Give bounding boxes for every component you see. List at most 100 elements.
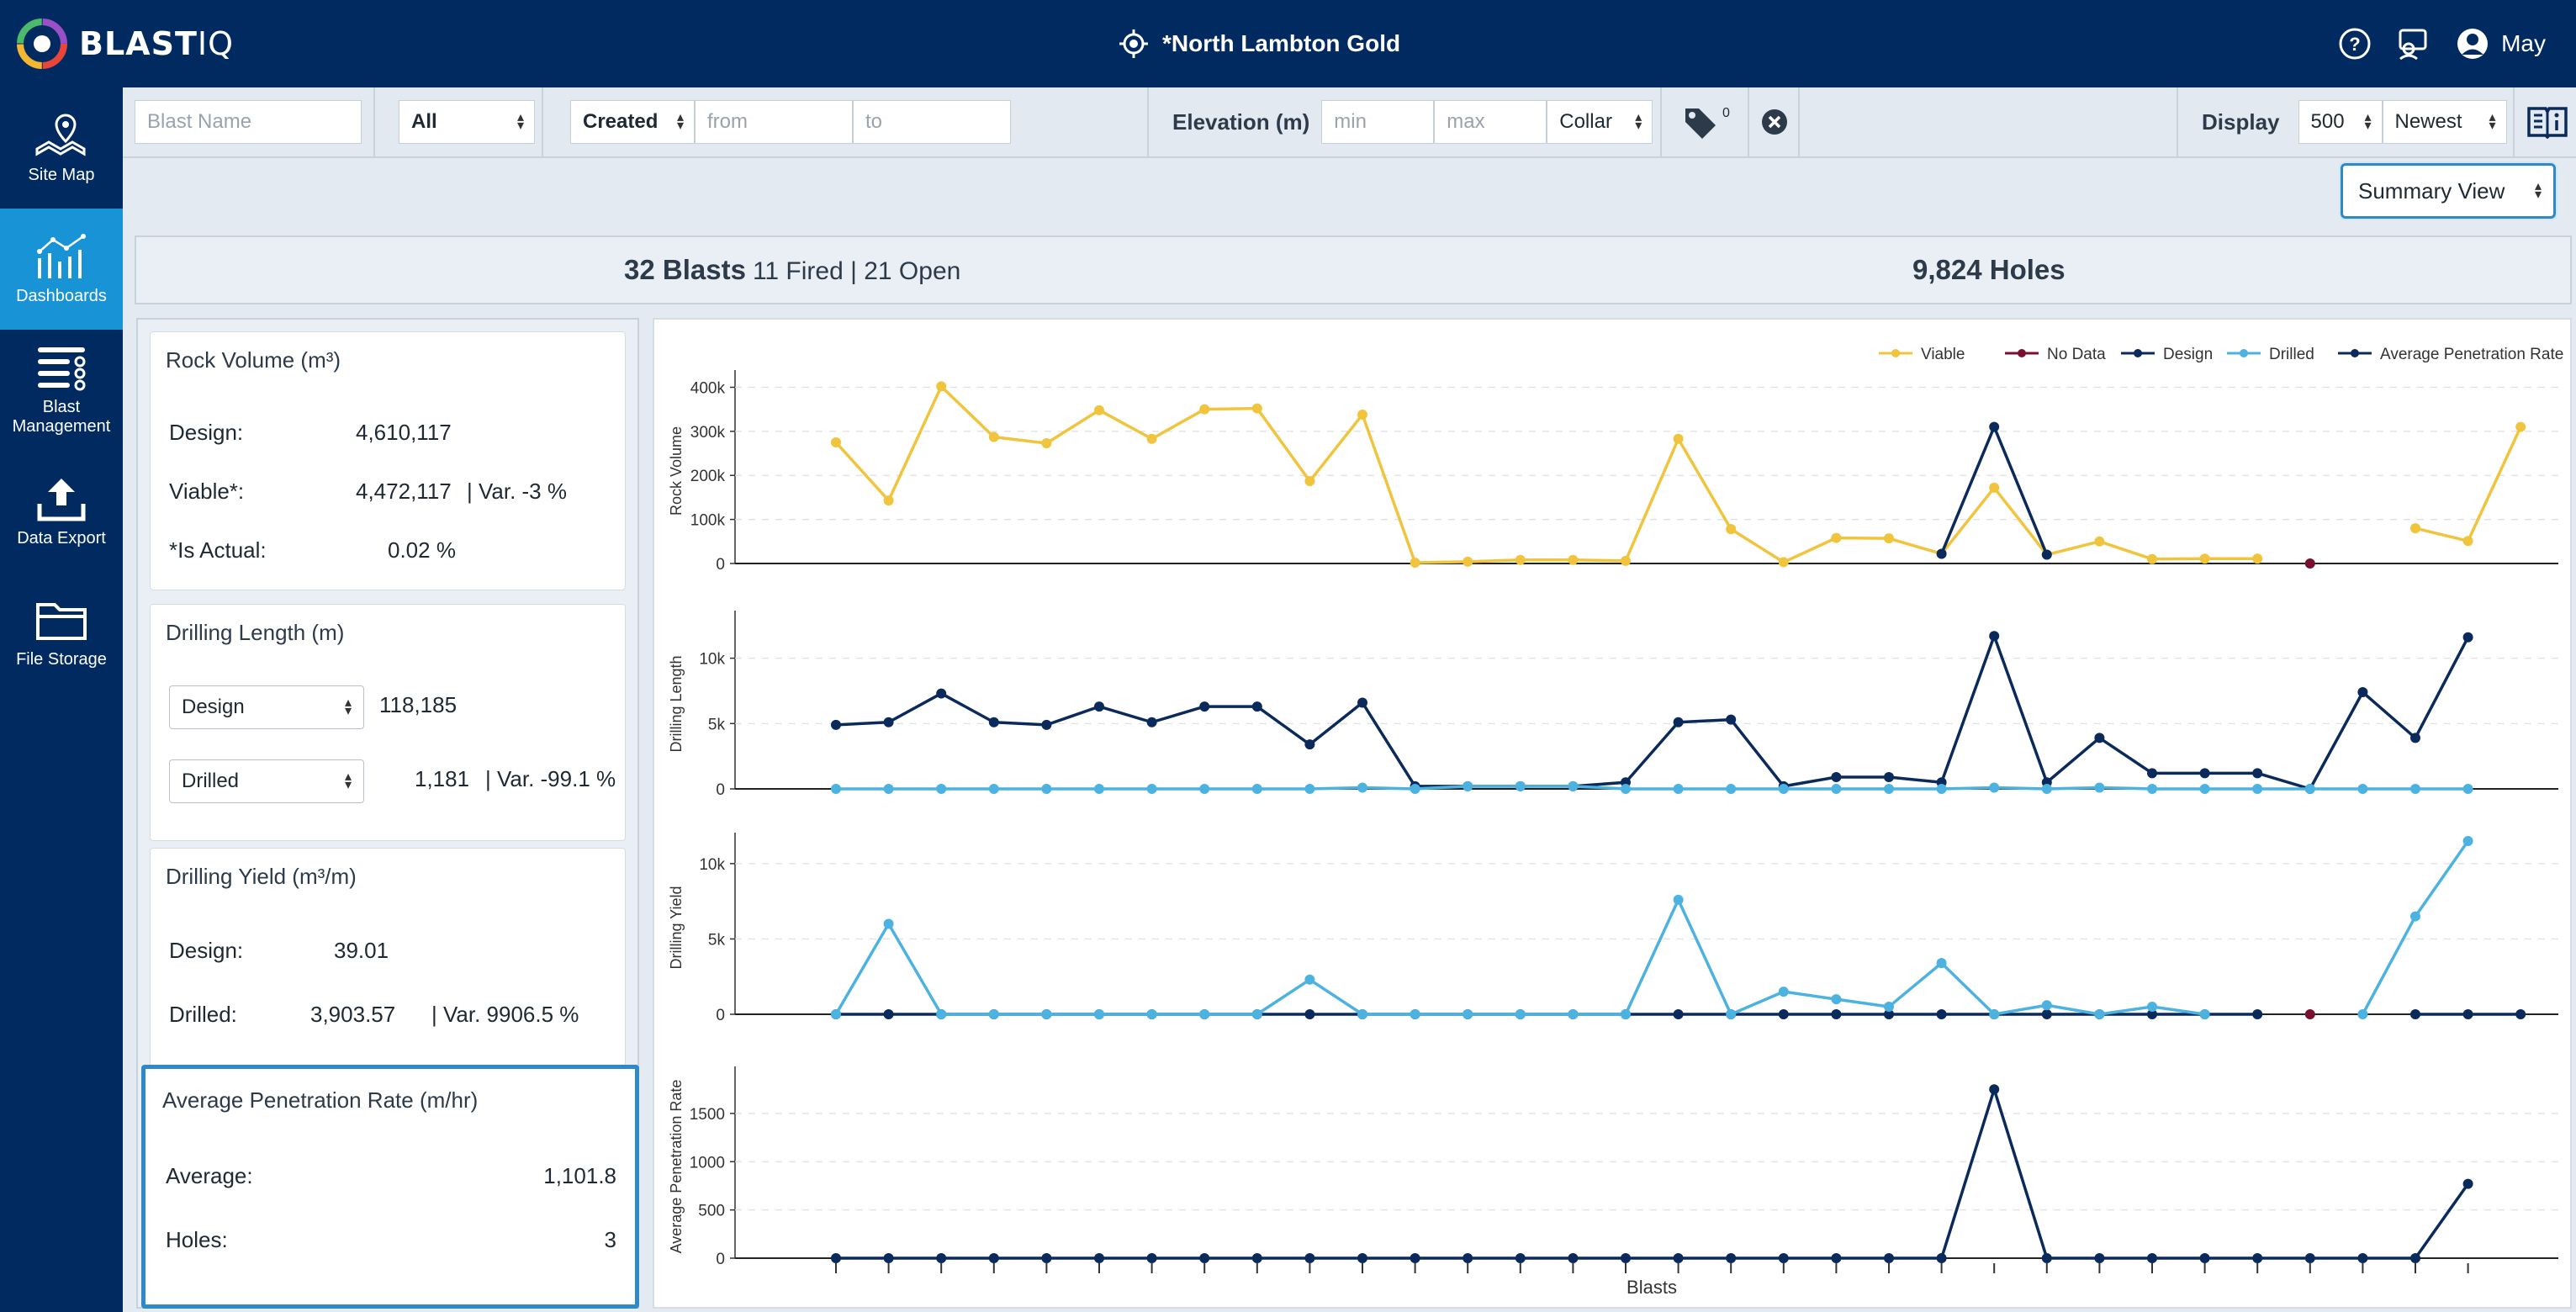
data-point	[2252, 784, 2263, 794]
data-point	[1463, 556, 1473, 567]
y-tick-label: 200k	[690, 468, 726, 485]
display-order-select[interactable]: Newest ▴ ▾	[2382, 100, 2507, 144]
elevation-min-input[interactable]: min	[1321, 100, 1435, 144]
design-value: 39.01	[334, 938, 389, 963]
data-point	[1463, 1009, 1473, 1019]
data-point	[1831, 1253, 1842, 1263]
data-point	[1251, 1009, 1262, 1019]
data-point	[1726, 714, 1737, 725]
data-point	[1726, 524, 1737, 535]
data-point	[831, 784, 841, 794]
brand-suffix: IQ	[197, 25, 235, 62]
data-point	[1936, 1009, 1947, 1019]
chevron-up-down-icon: ▴ ▾	[2364, 110, 2372, 133]
data-point	[1357, 409, 1367, 420]
actual-value: 0.02 %	[388, 537, 456, 563]
x-axis-label: Blasts	[1627, 1277, 1677, 1298]
data-point	[1989, 631, 2000, 642]
drilling-length-select-2[interactable]: Drilled ▴ ▾	[169, 759, 364, 803]
elevation-reference-value: Collar	[1559, 110, 1612, 133]
sidebar: Site Map Dashboards Blast Management Dat…	[0, 87, 123, 1312]
data-point	[1515, 554, 1526, 565]
help-icon[interactable]: ?	[2338, 27, 2372, 61]
display-count-select[interactable]: 500 ▴ ▾	[2298, 100, 2383, 144]
data-point	[1410, 1009, 1420, 1019]
user-menu[interactable]: May	[2456, 27, 2546, 61]
design-label: Design:	[169, 938, 244, 963]
data-point	[2041, 1253, 2052, 1263]
drilling-length-select-1[interactable]: Design ▴ ▾	[169, 685, 364, 729]
logo-icon	[17, 19, 67, 69]
blast-name-input[interactable]: Blast Name	[135, 100, 362, 144]
data-point	[883, 1009, 894, 1019]
elevation-reference-select[interactable]: Collar ▴ ▾	[1547, 100, 1653, 144]
data-point	[2304, 1009, 2315, 1019]
data-point	[1199, 701, 1210, 712]
data-point	[2462, 784, 2473, 794]
guide-button[interactable]	[2513, 87, 2576, 156]
site-selector[interactable]: *North Lambton Gold	[1119, 22, 1400, 66]
data-point	[883, 918, 894, 929]
data-point	[1094, 405, 1104, 415]
sidebar-item-site-map[interactable]: Site Map	[0, 87, 123, 209]
clear-filters-button[interactable]	[1749, 87, 1800, 156]
penetration-rate-card[interactable]: Average Penetration Rate (m/hr) Average:…	[141, 1065, 639, 1309]
data-point	[1884, 1009, 1894, 1019]
folder-icon	[36, 602, 87, 640]
average-value: 1,101.8	[543, 1163, 616, 1188]
data-point	[2147, 1002, 2157, 1013]
support-chat-icon[interactable]	[2397, 27, 2431, 61]
data-point	[1094, 784, 1104, 794]
data-point	[936, 1253, 947, 1263]
data-point	[1673, 433, 1684, 444]
hole-count: 9,824 Holes	[1912, 254, 2066, 285]
legend-marker	[2018, 349, 2026, 357]
brand-logo[interactable]: BLASTIQ	[15, 15, 234, 72]
sidebar-item-file-storage[interactable]: File Storage	[0, 572, 123, 693]
drilling-length-value-1: 118,185	[379, 692, 458, 717]
tag-filter-button[interactable]: 0	[1662, 87, 1749, 156]
date-from-input[interactable]: from	[695, 100, 853, 144]
data-point	[1673, 1253, 1684, 1263]
date-type-select[interactable]: Created ▴ ▾	[570, 100, 695, 144]
data-point	[1146, 1253, 1157, 1263]
drilling-yield-card: Drilling Yield (m³/m) Design: 39.01 Dril…	[150, 848, 626, 1066]
y-tick-label: 5k	[708, 931, 726, 949]
data-point	[2252, 553, 2263, 564]
data-point	[1673, 894, 1684, 905]
sidebar-item-data-export[interactable]: Data Export	[0, 451, 123, 572]
viable-label: Viable*:	[169, 479, 245, 504]
data-point	[2462, 632, 2473, 643]
data-point	[2462, 536, 2473, 547]
data-point	[2357, 687, 2368, 698]
data-point	[1568, 1253, 1579, 1263]
view-select[interactable]: Summary View ▴ ▾	[2341, 163, 2556, 219]
elevation-max-input[interactable]: max	[1434, 100, 1547, 144]
data-point	[2147, 1009, 2157, 1019]
data-point	[1831, 784, 1842, 794]
data-point	[1463, 1253, 1473, 1263]
data-point	[1778, 1253, 1789, 1263]
date-to-input[interactable]: to	[853, 100, 1011, 144]
y-tick-label: 5k	[708, 716, 726, 733]
data-point	[1621, 784, 1631, 794]
data-point	[2410, 523, 2420, 534]
display-order-value: Newest	[2394, 110, 2462, 133]
data-point	[1410, 784, 1420, 794]
y-tick-label: 0	[716, 556, 725, 574]
sidebar-item-blast-management[interactable]: Blast Management	[0, 330, 123, 451]
drilling-length-value-2: 1,181	[415, 766, 470, 791]
data-point	[988, 431, 999, 442]
data-point	[1410, 1253, 1420, 1263]
sidebar-item-dashboards[interactable]: Dashboards	[0, 209, 123, 330]
y-tick-label: 300k	[690, 424, 726, 442]
data-point	[1778, 987, 1789, 997]
series-line	[834, 384, 2258, 564]
data-point	[1094, 1009, 1104, 1019]
y-tick-label: 100k	[690, 512, 726, 530]
data-point	[1251, 1253, 1262, 1263]
card-title: Drilling Yield (m³/m)	[166, 864, 357, 889]
status-select[interactable]: All ▴ ▾	[399, 100, 535, 144]
data-point	[1831, 994, 1842, 1005]
data-point	[1041, 1253, 1052, 1263]
